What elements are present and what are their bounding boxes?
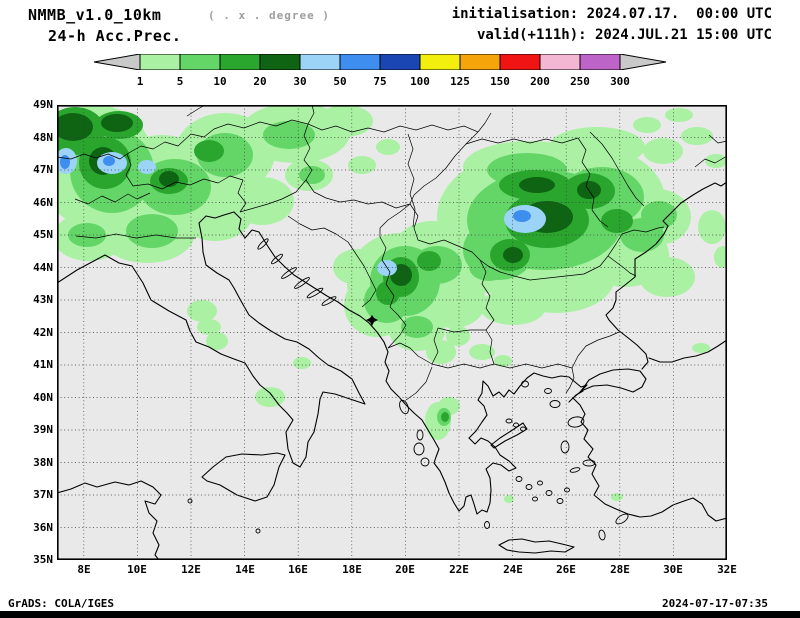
lon-tick: 32E xyxy=(717,563,737,576)
lon-tick: 14E xyxy=(235,563,255,576)
colorbar-tick: 200 xyxy=(530,75,550,88)
colorbar-tick: 50 xyxy=(333,75,347,88)
lat-tick: 49N xyxy=(33,98,53,111)
colorbar-tick: 5 xyxy=(176,75,184,88)
colorbar-segment xyxy=(179,54,221,70)
initialisation-time: initialisation: 2024.07.17. 00:00 UTC xyxy=(451,6,772,22)
colorbar-segment xyxy=(539,54,581,70)
lon-tick: 10E xyxy=(127,563,147,576)
colorbar-strip xyxy=(93,54,667,70)
colorbar-tick: 75 xyxy=(373,75,387,88)
colorbar-tick: 150 xyxy=(490,75,510,88)
lon-tick: 30E xyxy=(663,563,683,576)
colorbar-tick: 1 xyxy=(136,75,144,88)
colorbar-tick: 10 xyxy=(213,75,227,88)
coastline-blacksea-south xyxy=(648,339,728,363)
colorbar-segment xyxy=(139,54,181,70)
map-frame xyxy=(57,105,728,560)
lon-tick: 28E xyxy=(610,563,630,576)
colorbar-tick: 125 xyxy=(450,75,470,88)
colorbar-segment xyxy=(299,54,341,70)
colorbar-tick: 300 xyxy=(610,75,630,88)
lon-tick: 20E xyxy=(395,563,415,576)
colorbar-tick: 250 xyxy=(570,75,590,88)
location-marker-star xyxy=(366,315,378,326)
lon-tick: 12E xyxy=(181,563,201,576)
grads-credit: GrADS: COLA/IGES xyxy=(8,597,114,610)
colorbar-legend: 1 5 10 20 30 50 75 100 125 150 200 250 3… xyxy=(93,54,667,96)
lat-tick: 44N xyxy=(33,260,53,274)
coastline-sicily xyxy=(201,452,286,502)
coastline-tunisia xyxy=(56,480,162,561)
lon-tick: 8E xyxy=(77,563,91,576)
lat-tick: 40N xyxy=(33,390,53,404)
coastline-crete xyxy=(498,538,575,554)
graticule xyxy=(57,105,727,560)
lat-tick: 48N xyxy=(33,130,53,144)
country-borders xyxy=(56,104,728,401)
colorbar-segment xyxy=(219,54,261,70)
lon-tick: 22E xyxy=(449,563,469,576)
coastline-turkey-south xyxy=(572,397,728,522)
lon-tick: 18E xyxy=(342,563,362,576)
colorbar-segment xyxy=(459,54,501,70)
lat-tick: 45N xyxy=(33,228,53,241)
coastline-euboea xyxy=(490,422,528,449)
coastline-adriatic-greece xyxy=(233,211,588,515)
lat-tick: 46N xyxy=(33,195,53,209)
colorbar-segment xyxy=(499,54,541,70)
colorbar-tick: 100 xyxy=(410,75,430,88)
model-title: NMMB_v1.0_10km xyxy=(28,6,162,24)
colorbar-segment xyxy=(259,54,301,70)
lat-tick: 39N xyxy=(33,423,53,436)
map-canvas xyxy=(39,103,732,561)
coastline-marmara xyxy=(568,353,649,403)
coastline-italy xyxy=(56,211,366,468)
lat-tick: 43N xyxy=(33,293,53,306)
lat-tick: 35N xyxy=(33,553,53,566)
valid-time: valid(+111h): 2024.JUL.21 15:00 UTC xyxy=(476,27,772,43)
lat-tick: 42N xyxy=(33,325,53,339)
colorbar-segment xyxy=(379,54,421,70)
colorbar-tick: 20 xyxy=(253,75,267,88)
bottom-bar xyxy=(0,611,800,618)
lon-tick: 16E xyxy=(288,563,308,576)
grid-resolution-note: ( . x . degree ) xyxy=(208,9,330,22)
lat-tick: 47N xyxy=(33,163,53,176)
lat-tick: 41N xyxy=(33,358,53,371)
colorbar-arrow-left xyxy=(93,54,141,70)
lon-tick: 26E xyxy=(556,563,576,576)
creation-timestamp: 2024-07-17-07:35 xyxy=(662,597,768,610)
lon-tick: 24E xyxy=(503,563,523,576)
colorbar-segment xyxy=(339,54,381,70)
lat-tick: 37N xyxy=(33,488,53,501)
lat-tick: 38N xyxy=(33,455,53,469)
map-panel xyxy=(39,103,732,561)
colorbar-segment xyxy=(419,54,461,70)
colorbar-tick: 30 xyxy=(293,75,307,88)
product-title: 24-h Acc.Prec. xyxy=(48,27,182,45)
lat-tick: 36N xyxy=(33,520,53,534)
colorbar-arrow-right xyxy=(619,54,667,70)
coastline-blacksea-west xyxy=(605,181,728,355)
colorbar-segment xyxy=(579,54,621,70)
